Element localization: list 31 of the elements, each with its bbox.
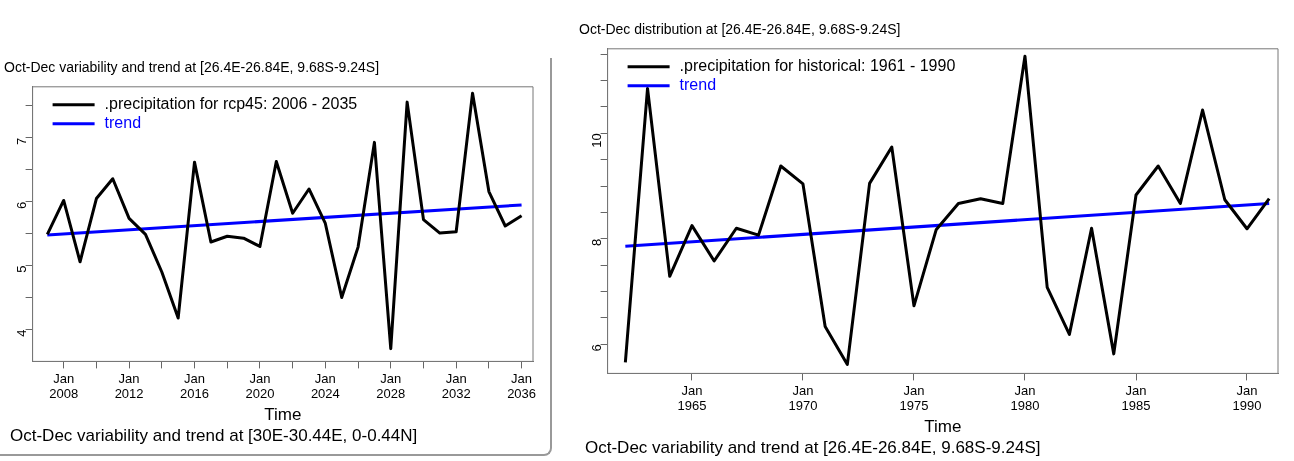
x-tick-label: Jan 2024: [310, 370, 340, 402]
y-tick-label: 7: [14, 137, 30, 146]
x-axis-title: Time: [264, 405, 302, 425]
x-tick-label: Jan 2032: [441, 370, 471, 402]
legend-label: trend: [679, 76, 717, 94]
x-tick-label: Jan 1970: [788, 382, 818, 414]
y-tick-label: 10: [589, 133, 605, 148]
x-tick-label: Jan 1985: [1121, 382, 1151, 414]
legend-label: .precipitation for rcp45: 2006 - 2035: [104, 95, 358, 113]
x-tick-label: Jan 2008: [49, 370, 79, 402]
x-tick-label: Jan 2020: [245, 370, 275, 402]
chart-title: Oct-Dec distribution at [26.4E-26.84E, 9.68S-9.24S]: [579, 21, 901, 38]
x-axis-title: Time: [924, 417, 962, 437]
x-tick-label: Jan 2012: [114, 370, 144, 402]
text: Oct-Dec variability and trend at [26.4E-26.84E, 9.68S-9.24S]: [585, 438, 1042, 458]
y-tick-label: 8: [589, 238, 605, 247]
x-tick-label: Jan 1990: [1232, 382, 1262, 414]
y-tick-label: 5: [14, 265, 30, 273]
text: Oct-Dec variability and trend at [30E-30.44E, 0-0.44N]: [10, 426, 419, 446]
y-tick-label: 6: [589, 344, 605, 352]
x-tick-label: Jan 1965: [677, 382, 707, 414]
y-tick-label: 6: [14, 201, 30, 209]
legend-label: trend: [104, 114, 142, 132]
chart-title: Oct-Dec variability and trend at [26.4E-26.84E, 9.68S-9.24S]: [4, 59, 380, 76]
x-tick-label: Jan 2028: [376, 370, 406, 402]
legend-label: .precipitation for historical: 1961 - 1990: [679, 57, 956, 75]
y-tick-label: 4: [14, 329, 30, 337]
x-tick-label: Jan 2036: [507, 370, 537, 402]
x-tick-label: Jan 1980: [1010, 382, 1040, 414]
x-tick-label: Jan 2016: [180, 370, 209, 402]
x-tick-label: Jan 1975: [899, 382, 929, 414]
